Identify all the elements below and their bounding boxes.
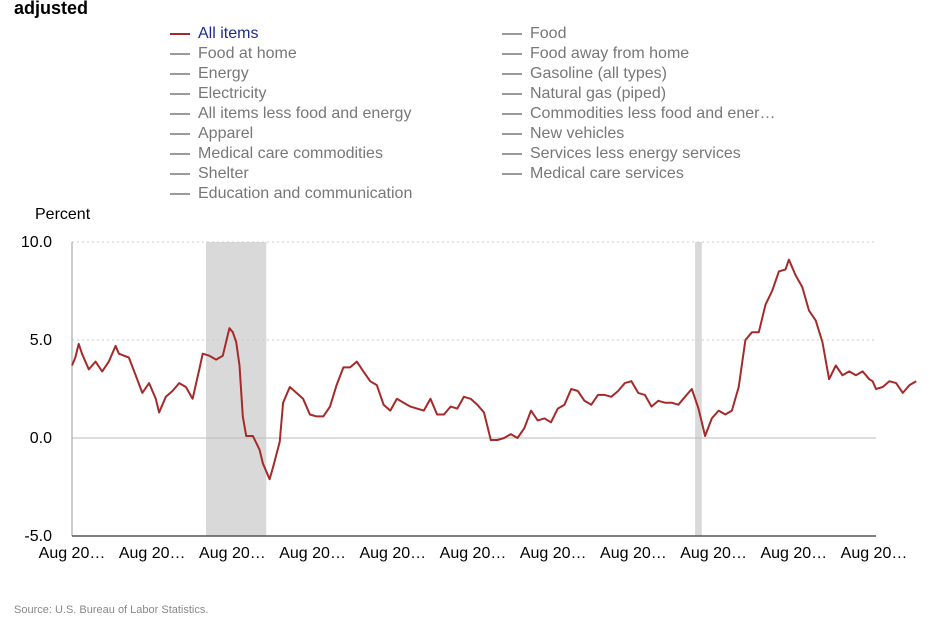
legend-swatch (170, 73, 190, 75)
legend-item[interactable]: Electricity (170, 84, 412, 104)
legend-label: New vehicles (530, 125, 625, 142)
legend-item[interactable]: Food away from home (502, 44, 775, 64)
legend-swatch (502, 173, 522, 175)
legend-swatch (502, 73, 522, 75)
legend-label: Medical care services (530, 165, 684, 182)
legend-swatch (502, 33, 522, 35)
chart-title: adjusted (14, 0, 89, 18)
legend-item[interactable]: New vehicles (502, 124, 775, 144)
legend-swatch (170, 173, 190, 175)
y-tick-label: 5.0 (30, 332, 52, 349)
legend-swatch (502, 113, 522, 115)
legend-swatch (170, 153, 190, 155)
recession-band (695, 242, 702, 536)
legend-item[interactable]: Food at home (170, 44, 412, 64)
x-tick-label: Aug 20… (119, 545, 186, 562)
legend-swatch (170, 33, 190, 35)
legend-item[interactable]: Food (502, 24, 775, 44)
legend-swatch (170, 93, 190, 95)
legend-label: All items less food and energy (198, 105, 412, 122)
legend-item[interactable]: Services less energy services (502, 144, 775, 164)
legend-item[interactable]: Natural gas (piped) (502, 84, 775, 104)
gridlines-layer (72, 241, 876, 439)
legend-swatch (170, 193, 190, 195)
x-tick-label: Aug 20… (841, 545, 908, 562)
legend-swatch (502, 133, 522, 135)
x-tick-label: Aug 20… (279, 545, 346, 562)
legend-right-column: Food Food away from home Gasoline (all typ… (502, 24, 775, 184)
legend-item[interactable]: Apparel (170, 124, 412, 144)
y-tick-label: -5.0 (24, 528, 52, 545)
x-tick-label: Aug 20… (359, 545, 426, 562)
legend-swatch (502, 93, 522, 95)
legend-item[interactable]: Gasoline (all types) (502, 64, 775, 84)
legend-label: Food away from home (530, 45, 690, 62)
legend-label: Natural gas (piped) (530, 85, 667, 102)
legend-swatch (170, 133, 190, 135)
x-tick-label: Aug 20… (39, 545, 106, 562)
legend-swatch (170, 53, 190, 55)
legend-label: Food (530, 25, 567, 42)
legend-label: Gasoline (all types) (530, 65, 667, 82)
recession-band (206, 242, 267, 536)
legend-item[interactable]: All items less food and energy (170, 104, 412, 124)
y-tick-label: 10.0 (21, 234, 52, 251)
series-line-all-items (71, 258, 917, 481)
legend-label: All items (198, 25, 259, 42)
legend-label: Food at home (198, 45, 297, 62)
x-tick-label: Aug 20… (600, 545, 667, 562)
source-note: Source: U.S. Bureau of Labor Statistics. (14, 604, 209, 616)
legend-swatch (170, 113, 190, 115)
legend-left-column: All items Food at home Energy Electricity Al… (170, 24, 412, 204)
legend-label: Services less energy services (530, 145, 741, 162)
legend-swatch (502, 153, 522, 155)
legend-item[interactable]: All items (170, 24, 412, 44)
legend-item[interactable]: Education and communication (170, 184, 412, 204)
recession-shading-layer (206, 242, 702, 536)
legend-swatch (502, 53, 522, 55)
x-tick-label: Aug 20… (680, 545, 747, 562)
legend-label: Commodities less food and ener… (530, 105, 776, 122)
legend-item[interactable]: Commodities less food and ener… (502, 104, 775, 124)
x-tick-label: Aug 20… (520, 545, 587, 562)
legend-item[interactable]: Shelter (170, 164, 412, 184)
series-layer (71, 258, 917, 481)
legend-item[interactable]: Medical care commodities (170, 144, 412, 164)
legend-label: Education and communication (198, 185, 413, 202)
legend-label: Energy (198, 65, 249, 82)
y-axis-label: Percent (35, 206, 91, 223)
legend-item[interactable]: Energy (170, 64, 412, 84)
legend-item[interactable]: Medical care services (502, 164, 775, 184)
legend-label: Electricity (198, 85, 267, 102)
x-tick-label: Aug 20… (440, 545, 507, 562)
x-tick-label: Aug 20… (760, 545, 827, 562)
legend-label: Shelter (198, 165, 249, 182)
x-tick-label: Aug 20… (199, 545, 266, 562)
legend-label: Medical care commodities (198, 145, 383, 162)
legend-label: Apparel (198, 125, 254, 142)
y-tick-label: 0.0 (30, 430, 52, 447)
